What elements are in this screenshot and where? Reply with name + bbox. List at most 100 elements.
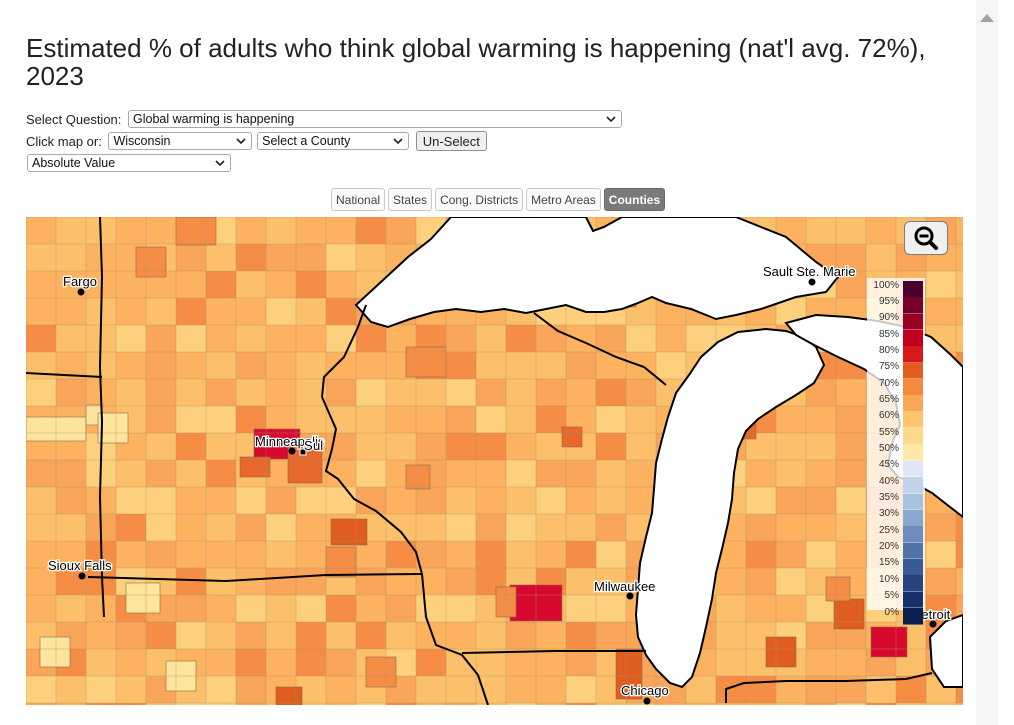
legend-label: 0%	[884, 606, 899, 618]
legend-swatch	[903, 444, 923, 462]
wi-mi-border	[533, 312, 667, 386]
question-select-value: Global warming is happening	[133, 112, 295, 126]
legend-label: 95%	[878, 295, 899, 307]
legend-label: 55%	[878, 426, 899, 438]
legend-swatch	[903, 460, 923, 478]
chevron-down-icon	[215, 160, 225, 167]
zoom-out-icon	[914, 226, 938, 250]
minneapolis-label: Minneapolis	[255, 434, 325, 449]
st-paul-label-tail: ul	[313, 438, 323, 453]
legend-swatch	[903, 591, 923, 609]
legend-swatch	[903, 558, 923, 576]
ia-border	[87, 573, 423, 583]
state-borders	[26, 217, 933, 705]
milwaukee-marker	[626, 592, 634, 600]
city-markers: Fargo Minneapolis S ul Sioux Falls Milwa…	[47, 263, 952, 705]
county-select-value: Select a County	[262, 134, 351, 148]
county-map[interactable]: Fargo Minneapolis S ul Sioux Falls Milwa…	[26, 217, 963, 705]
tab-cong-districts[interactable]: Cong. Districts	[435, 188, 524, 211]
sault-ste-marie-label: Sault Ste. Marie	[763, 264, 856, 279]
ia-il-border	[421, 573, 489, 705]
geography-tabs: National States Cong. Districts Metro Ar…	[331, 188, 666, 211]
legend-swatch	[903, 428, 923, 445]
legend-label: 80%	[878, 344, 899, 356]
sioux-falls-label: Sioux Falls	[48, 558, 112, 573]
nd-sd-border	[26, 372, 103, 378]
legend-label: 85%	[878, 328, 899, 340]
legend-swatch	[903, 395, 923, 413]
legend-swatch	[903, 346, 923, 364]
legend-swatch	[903, 281, 923, 298]
minneapolis-marker	[288, 447, 296, 455]
question-row: Select Question: Global warming is happe…	[26, 110, 623, 128]
legend-swatch	[903, 297, 923, 314]
legend-swatch	[903, 411, 923, 429]
wi-il-border	[461, 650, 646, 654]
legend-label: 45%	[878, 459, 899, 471]
legend-swatch	[903, 330, 923, 347]
question-select[interactable]: Global warming is happening	[128, 110, 623, 128]
state-select[interactable]: Wisconsin	[108, 132, 253, 150]
mi-oh-border	[786, 672, 933, 682]
chicago-label: Chicago	[621, 683, 669, 698]
legend-label: 5%	[884, 590, 899, 602]
chevron-down-icon	[606, 116, 616, 123]
measure-select[interactable]: Absolute Value	[27, 154, 231, 172]
legend-label: 30%	[878, 508, 899, 520]
chevron-down-icon	[393, 138, 403, 145]
legend-swatch	[903, 509, 923, 527]
page-title: Estimated % of adults who think global w…	[26, 33, 926, 91]
click-map-label: Click map or:	[26, 133, 102, 149]
legend-label: 10%	[878, 573, 899, 585]
chicago-marker	[643, 697, 651, 705]
legend-swatch	[903, 542, 923, 560]
tab-counties[interactable]: Counties	[603, 188, 666, 211]
st-paul-label: S	[304, 438, 313, 453]
legend-swatch	[903, 362, 923, 380]
lake-superior	[354, 217, 840, 329]
unselect-button[interactable]: Un-Select	[415, 131, 487, 151]
scrollbar-track[interactable]	[976, 0, 998, 725]
legend-label: 100%	[873, 279, 899, 291]
legend-swatch	[903, 493, 923, 511]
map-svg[interactable]: Fargo Minneapolis S ul Sioux Falls Milwa…	[26, 217, 963, 705]
milwaukee-label: Milwaukee	[594, 579, 655, 594]
lake-erie-st-clair	[928, 613, 963, 688]
tab-metro-areas[interactable]: Metro Areas	[526, 188, 601, 211]
zoom-out-button[interactable]	[904, 221, 948, 255]
legend-label: 75%	[878, 361, 899, 373]
nd-mn-border	[98, 217, 104, 423]
sd-mn-border	[98, 421, 105, 618]
measure-row: Absolute Value	[26, 154, 231, 172]
question-label: Select Question:	[26, 111, 122, 127]
legend-swatch	[903, 575, 923, 592]
fargo-label: Fargo	[63, 274, 97, 289]
mn-wi-border	[321, 304, 423, 575]
detroit-marker	[929, 620, 937, 628]
sioux-falls-marker	[78, 572, 86, 580]
st-paul-marker	[299, 448, 307, 456]
state-select-value: Wisconsin	[113, 134, 171, 148]
legend-label: 70%	[878, 377, 899, 389]
tab-states[interactable]: States	[388, 188, 433, 211]
sault-ste-marie-marker	[808, 278, 816, 286]
tab-national[interactable]: National	[331, 188, 386, 211]
legend-swatch	[903, 477, 923, 494]
county-select[interactable]: Select a County	[257, 132, 410, 150]
scroll-up-arrow-icon[interactable]	[980, 14, 994, 22]
chevron-down-icon	[236, 138, 247, 145]
legend-label: 40%	[878, 475, 899, 487]
legend-label: 65%	[878, 393, 899, 405]
legend-label: 90%	[878, 312, 899, 324]
legend-swatch	[903, 608, 923, 625]
legend-swatch	[903, 379, 923, 396]
legend-swatch	[903, 313, 923, 331]
legend-label: 25%	[878, 524, 899, 536]
legend-label: 20%	[878, 541, 899, 553]
legend-label: 15%	[878, 557, 899, 569]
legend-label: 50%	[878, 443, 899, 454]
legend-label: 35%	[878, 492, 899, 504]
legend-label: 60%	[878, 410, 899, 422]
in-border	[725, 680, 787, 703]
location-row: Click map or: Wisconsin Select a County …	[26, 131, 487, 151]
